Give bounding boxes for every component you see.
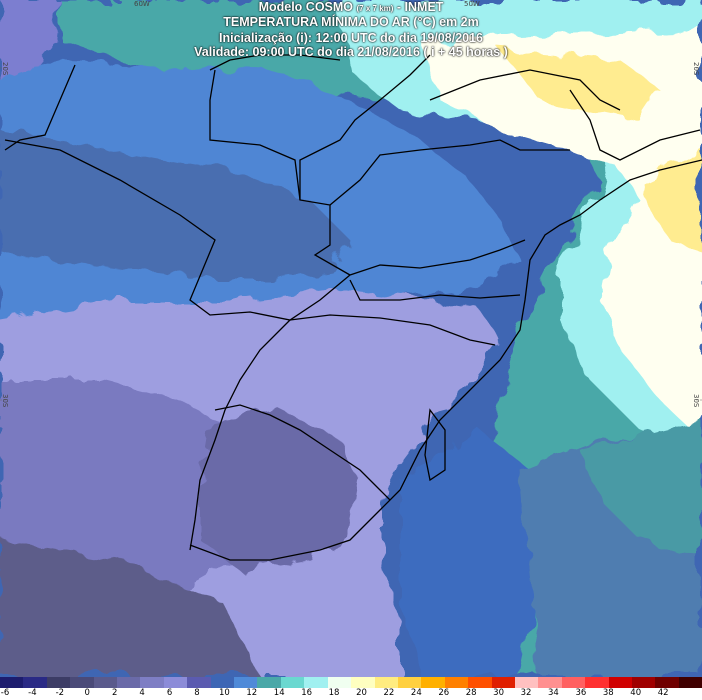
colorbar-tick-label: 42 (657, 688, 669, 698)
colorbar-swatch (397, 677, 422, 688)
colorbar-tick-label: 10 (218, 688, 230, 698)
colorbar (0, 677, 702, 688)
colorbar-swatch (678, 677, 702, 688)
border-go-mg (299, 54, 431, 200)
colorbar-swatch (327, 677, 352, 688)
colorbar-tick-label: 20 (356, 688, 367, 698)
colorbar-swatch (468, 677, 492, 688)
colorbar-swatch (163, 677, 188, 688)
field-steel-north (0, 130, 350, 280)
colorbar-swatch (0, 677, 24, 688)
colorbar-swatch (70, 677, 94, 688)
title-model: Modelo COSMO (7 x 7 km) - INMET (0, 0, 702, 14)
colorbar-tick-label: 12 (246, 688, 258, 698)
colorbar-tick-label: -6 (0, 688, 10, 698)
colorbar-swatch (234, 677, 258, 688)
border-north-line (209, 54, 341, 71)
colorbar-swatch (187, 677, 211, 688)
lat-label-30s-right: 30S (692, 394, 700, 408)
border-ne-1 (429, 69, 621, 111)
colorbar-tick-label: 22 (383, 688, 395, 698)
colorbar-tick-label: 4 (139, 688, 145, 698)
field-ne-teal (580, 420, 702, 560)
colorbar-swatch (280, 677, 305, 688)
colorbar-swatch (351, 677, 375, 688)
title-variable: TEMPERATURA MÍNIMA DO AR (°C) em 2m (223, 15, 479, 29)
colorbar-swatch (210, 677, 235, 688)
colorbar-tick-label: 24 (410, 688, 422, 698)
colorbar-swatch (304, 677, 328, 688)
colorbar-swatch (491, 677, 515, 688)
colorbar-swatch (140, 677, 164, 688)
colorbar-swatch (631, 677, 656, 688)
colorbar-tick-label: 34 (548, 688, 559, 698)
lat-label-30s-left: 30S (1, 394, 9, 408)
border-sc-rs (289, 314, 496, 346)
border-bolivia-brazil (4, 64, 76, 151)
border-sp-pr (349, 239, 526, 276)
colorbar-swatch (23, 677, 47, 688)
colorbar-tick-label: 40 (630, 688, 642, 698)
colorbar-ticks: -6 -4 -2 0 2 4 6 8 10 12 14 16 18 20 22 24 26 28 30 32 34 36 3… (0, 688, 702, 700)
colorbar-swatch (538, 677, 562, 688)
title-model-resolution: (7 x 7 km) (356, 4, 394, 13)
title-model-main: Modelo COSMO (258, 0, 354, 14)
colorbar-tick-label: 36 (575, 688, 587, 698)
colorbar-tick-label: 30 (493, 688, 505, 698)
title-initialization: Inicialização (i): 12:00 UTC do dia 19/0… (219, 31, 483, 45)
coast-south (189, 159, 702, 561)
colorbar-tick-label: 28 (465, 688, 477, 698)
field-lightyellow (420, 30, 702, 440)
border-ms-state (209, 69, 351, 276)
graticule (0, 0, 702, 401)
colorbar-tick-label: 2 (111, 688, 118, 698)
colorbar-swatch (444, 677, 469, 688)
field-darkpurple (200, 410, 360, 570)
border-pr-sc (349, 279, 521, 301)
colorbar-tick-label: 14 (273, 688, 285, 698)
lon-label-60w: 60W (134, 0, 150, 8)
colorbar-tick-label: -2 (55, 688, 65, 698)
colorbar-swatch (655, 677, 679, 688)
colorbar-tick-label: 18 (328, 688, 340, 698)
border-paraguay-north (4, 139, 351, 321)
field-slate (0, 540, 260, 677)
colorbar-tick-label: 16 (301, 688, 313, 698)
temperature-map (0, 0, 702, 677)
border-uruguay (214, 404, 391, 501)
colorbar-tick-label: 8 (194, 688, 200, 698)
colorbar-swatch (561, 677, 586, 688)
colorbar-swatch (421, 677, 445, 688)
lagoa-dos-patos (424, 408, 446, 482)
border-ne-2 (569, 89, 701, 161)
lat-label-20s-left: 20S (1, 62, 9, 76)
colorbar-swatch (374, 677, 398, 688)
colorbar-swatch (46, 677, 71, 688)
colorbar-tick-label: 38 (602, 688, 614, 698)
colorbar-tick-label: 6 (166, 688, 173, 698)
colorbar-tick-label: 32 (520, 688, 532, 698)
field-yellow (500, 50, 702, 250)
colorbar-swatch (514, 677, 539, 688)
title-model-inst: - INMET (393, 0, 444, 14)
title-validity: Validade: 09:00 UTC do dia 21/08/2016 ( … (194, 45, 508, 59)
border-argentina-rs (189, 319, 291, 551)
lon-label-50w: 50W (464, 0, 480, 8)
colorbar-tick-label: 26 (438, 688, 450, 698)
colorbar-swatch (608, 677, 632, 688)
field-nw-patch (0, 0, 60, 80)
colorbar-swatch (93, 677, 118, 688)
colorbar-swatch (117, 677, 141, 688)
colorbar-tick-label: 0 (84, 688, 90, 698)
field-ocean-blue (400, 430, 540, 677)
colorbar-swatch (585, 677, 609, 688)
borders (4, 54, 702, 561)
border-mg-sp (329, 139, 570, 206)
colorbar-swatch (257, 677, 281, 688)
lat-label-20s-right: 20S (692, 62, 700, 76)
colorbar-tick-label: -4 (28, 688, 37, 698)
